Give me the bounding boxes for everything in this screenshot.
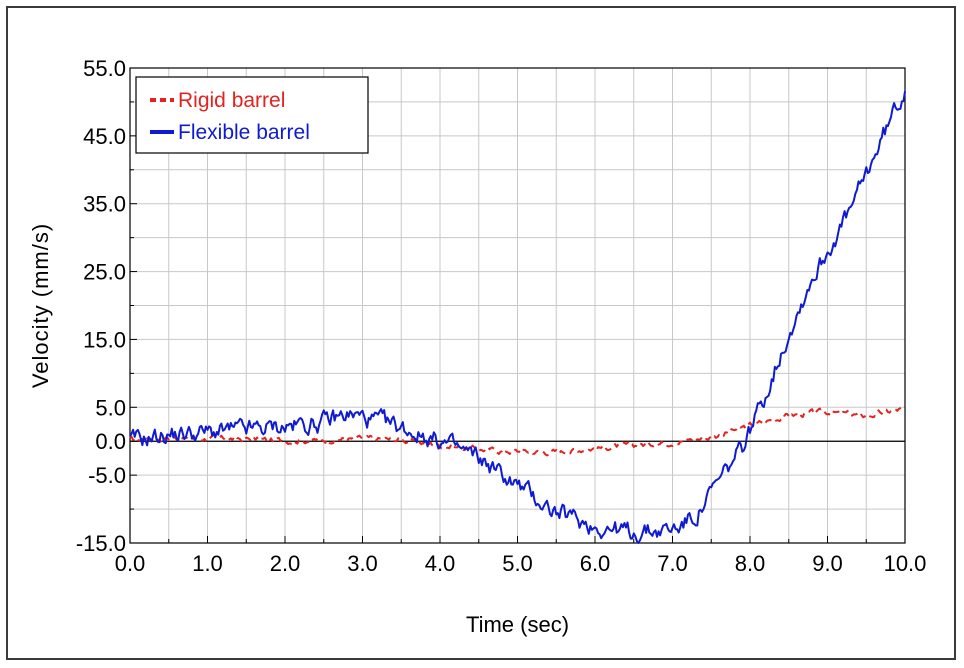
chart-frame: 0.0 1.0 2.0 3.0 4.0 5.0 6.0 7.0 8.0 9.0 10.0 -15.0…: [6, 6, 956, 660]
y-tick-label: 25.0: [83, 260, 126, 285]
legend: Rigid barrel Flexible barrel: [135, 76, 369, 154]
velocity-chart: 0.0 1.0 2.0 3.0 4.0 5.0 6.0 7.0 8.0 9.0 10.0 -15.0…: [28, 56, 927, 637]
y-tick-label: 55.0: [83, 56, 126, 81]
x-tick-label: 0.0: [115, 551, 146, 576]
x-tick-label: 8.0: [735, 551, 766, 576]
y-tick-label: 15.0: [83, 327, 126, 352]
x-tick-label: 2.0: [270, 551, 301, 576]
x-tick-label: 10.0: [884, 551, 927, 576]
y-tick-label: 45.0: [83, 124, 126, 149]
x-tick-label: 6.0: [580, 551, 611, 576]
y-tick-label: -5.0: [88, 463, 126, 488]
y-tick-label: 0.0: [95, 429, 126, 454]
legend-box: [135, 76, 369, 154]
y-tick-label: 5.0: [95, 395, 126, 420]
series-rigid-barrel: [129, 405, 906, 457]
x-tick-label: 4.0: [425, 551, 456, 576]
legend-label-rigid: Rigid barrel: [178, 89, 285, 112]
x-tick-label: 5.0: [502, 551, 533, 576]
x-axis-title: Time (sec): [466, 612, 569, 637]
x-tick-label: 3.0: [347, 551, 378, 576]
x-tick-labels: 0.0 1.0 2.0 3.0 4.0 5.0 6.0 7.0 8.0 9.0 10.0: [115, 551, 927, 576]
series-layer: [129, 91, 906, 544]
x-tick-label: 7.0: [657, 551, 688, 576]
x-tick-label: 9.0: [812, 551, 843, 576]
x-tick-label: 1.0: [192, 551, 223, 576]
y-tick-label: -15.0: [76, 531, 126, 556]
y-tick-labels: -15.0 -5.0 0.0 5.0 15.0 25.0 35.0 45.0 55.0: [76, 56, 126, 556]
series-flexible-barrel: [129, 91, 906, 544]
y-axis-title: Velocity (mm/s): [28, 223, 53, 388]
ticks: [129, 67, 906, 544]
legend-label-flexible: Flexible barrel: [178, 121, 310, 144]
y-tick-label: 35.0: [83, 192, 126, 217]
